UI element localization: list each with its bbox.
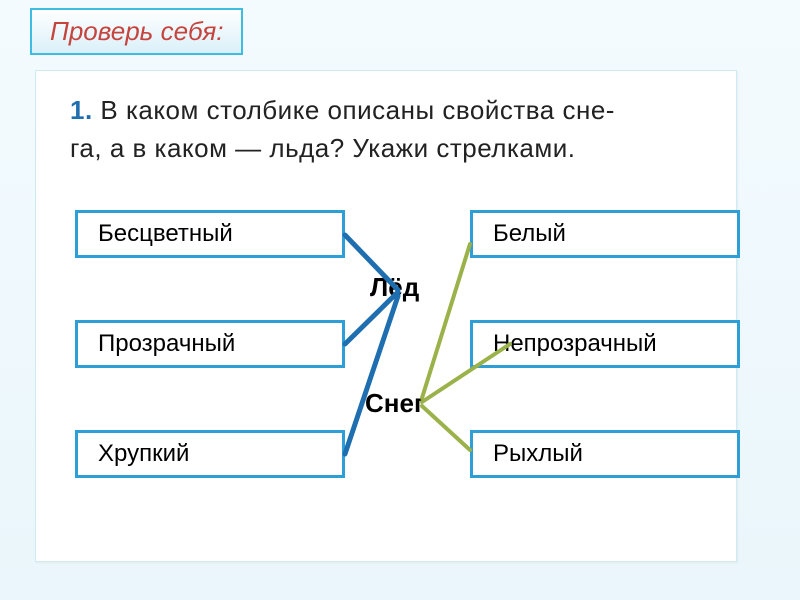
title-box: Проверь себя: — [30, 8, 243, 55]
center-label-snow: Снег — [365, 388, 425, 419]
property-box-right-1: Непрозрачный — [470, 320, 740, 368]
property-label: Хрупкий — [98, 440, 189, 468]
property-box-left-0: Бесцветный — [75, 210, 345, 258]
center-label-ice: Лёд — [370, 272, 419, 303]
question-line1: В каком столбике описаны свойства сне- — [100, 95, 615, 125]
property-label: Бесцветный — [98, 220, 233, 248]
property-label: Прозрачный — [98, 330, 235, 358]
center-label-snow-text: Снег — [365, 388, 425, 418]
slide: Проверь себя: 1. В каком столбике описан… — [0, 0, 800, 600]
center-label-ice-text: Лёд — [370, 272, 419, 302]
question-number: 1. — [70, 95, 93, 125]
property-box-right-0: Белый — [470, 210, 740, 258]
property-box-left-1: Прозрачный — [75, 320, 345, 368]
title-text: Проверь себя: — [50, 16, 223, 46]
property-box-left-2: Хрупкий — [75, 430, 345, 478]
property-box-right-2: Рыхлый — [470, 430, 740, 478]
property-label: Рыхлый — [493, 440, 583, 468]
question-block: 1. В каком столбике описаны свойства сне… — [70, 92, 710, 167]
property-label: Белый — [493, 220, 566, 248]
question-line2: га, а в каком — льда? Укажи стрелками. — [70, 133, 575, 163]
property-label: Непрозрачный — [493, 330, 657, 358]
